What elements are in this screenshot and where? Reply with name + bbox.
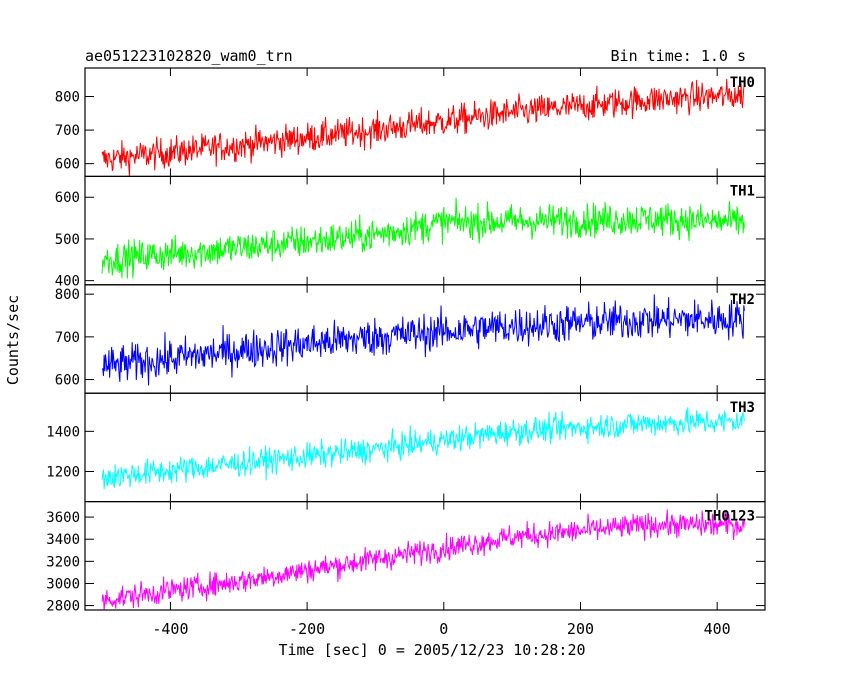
panel-label: TH0123 [704,509,755,525]
y-tick-label: 3600 [46,510,80,526]
panel-frame [84,501,766,611]
panels: 600 700 800 TH0 400 500 600 TH1 600 700 800 TH2 1200… [46,67,766,638]
y-tick-label: 3400 [46,532,80,548]
x-tick-label: 400 [704,620,731,638]
bin-time-label: Bin time: 1.0 s [611,47,746,65]
panel-th3: 1200 1400 TH3 [46,392,766,503]
series-line-th3 [101,407,745,490]
panel-th1: 400 500 600 TH1 [55,175,766,290]
y-tick-label: 700 [55,123,80,139]
y-tick-label: 700 [55,330,80,346]
panel-th2: 600 700 800 TH2 [55,284,766,394]
y-tick-label: 400 [55,274,80,290]
y-tick-label: 500 [55,232,80,248]
y-tick-label: 600 [55,190,80,206]
y-tick-label: 600 [55,157,80,173]
series-line-th0123 [101,509,745,611]
series-line-th0 [101,78,745,177]
series-line-th2 [101,294,745,386]
panel-frame [84,67,766,178]
panel-label: TH2 [730,292,755,308]
x-tick-label: -200 [289,620,325,638]
y-tick-label: 800 [55,90,80,106]
panel-label: TH1 [730,183,755,199]
panel-label: TH3 [730,400,755,416]
y-tick-label: 1400 [46,424,80,440]
series-line-th1 [101,197,745,279]
plot-title: ae051223102820_wam0_trn [85,47,293,65]
panel-label: TH0 [730,75,755,91]
y-tick-label: 2800 [46,599,80,615]
y-tick-label: 3000 [46,576,80,592]
y-tick-label: 600 [55,373,80,389]
x-tick-label: 0 [439,620,448,638]
panel-th0123: 2800 3000 3200 3400 3600 TH0123 [46,501,766,615]
y-tick-label: 800 [55,287,80,303]
panel-th0: 600 700 800 TH0 [55,67,766,178]
x-tick-label: 200 [567,620,594,638]
panel-frame [84,392,766,503]
y-tick-label: 3200 [46,554,80,570]
y-axis-label: Counts/sec [4,295,22,385]
y-tick-label: 1200 [46,464,80,480]
x-axis-label: Time [sec] 0 = 2005/12/23 10:28:20 [278,641,585,659]
x-tick-label: -400 [152,620,188,638]
